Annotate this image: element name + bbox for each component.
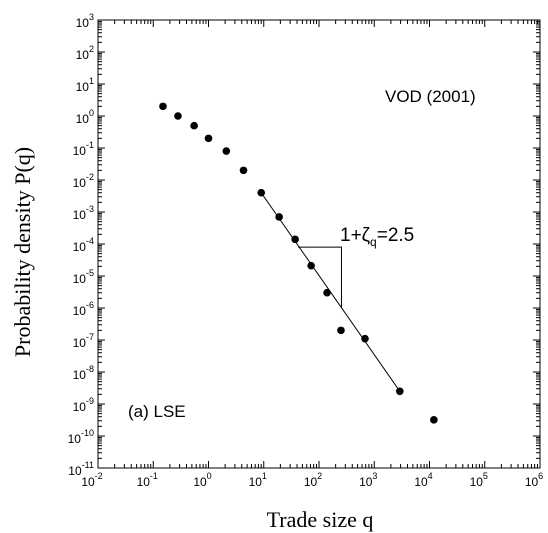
y-tick-label: 10-7 [73, 332, 94, 350]
slope-label-suffix: =2.5 [377, 225, 415, 246]
data-point [222, 147, 231, 155]
y-tick-label: 102 [76, 44, 94, 62]
data-point [291, 235, 299, 244]
y-axis-title: Probability density P(q) [10, 147, 35, 357]
y-tick-label: 10-11 [68, 460, 94, 478]
x-tick-label: 101 [249, 471, 267, 489]
x-tick-labels: 10-2 10-1 100 101 102 103 104 105 106 [81, 471, 543, 489]
x-tick-label: 103 [359, 471, 377, 489]
data-point [159, 102, 167, 111]
y-tick-label: 10-9 [73, 396, 94, 414]
data-point [174, 112, 182, 120]
x-tick-label: 105 [470, 471, 488, 489]
data-point [204, 134, 213, 143]
data-point [323, 288, 331, 297]
x-axis-title: Trade size q [267, 507, 374, 532]
data-points [159, 102, 438, 424]
data-point [361, 334, 369, 343]
panel-label: (a) LSE [128, 402, 186, 421]
slope-label-subscript: q [370, 235, 377, 249]
data-point [337, 326, 345, 335]
x-tick-label: 10-2 [81, 471, 102, 489]
slope-label: 1+ζq=2.5 [340, 225, 414, 249]
y-tick-label: 10-1 [73, 140, 94, 158]
y-tick-label: 10-10 [68, 428, 94, 446]
x-tick-label: 104 [414, 471, 432, 489]
data-point [239, 166, 248, 175]
data-point [190, 121, 198, 130]
slope-marker [298, 246, 342, 308]
y-tick-label: 10-4 [73, 236, 94, 254]
data-point [307, 261, 315, 270]
slope-label-prefix: 1+ζ [340, 225, 371, 246]
data-point [257, 188, 266, 197]
x-tick-label: 106 [525, 471, 543, 489]
data-point [395, 387, 404, 396]
y-tick-label: 103 [76, 12, 94, 30]
x-tick-label: 102 [304, 471, 322, 489]
y-tick-labels: 10-11 10-10 10-9 10-8 10-7 10-6 10-5 10-4 10-3 10… [68, 12, 94, 478]
y-tick-label: 10-3 [73, 204, 94, 222]
dataset-label: VOD (2001) [385, 87, 476, 106]
data-point [430, 416, 438, 424]
y-tick-label: 101 [76, 76, 94, 94]
y-tick-label: 10-8 [73, 364, 94, 382]
x-tick-label: 10-1 [137, 471, 158, 489]
y-tick-label: 10-5 [73, 268, 94, 286]
axis-ticks [97, 19, 541, 469]
x-tick-label: 100 [193, 471, 211, 489]
y-tick-label: 100 [76, 108, 94, 126]
y-tick-label: 10-2 [73, 172, 94, 190]
data-point [275, 213, 283, 221]
y-tick-label: 10-6 [73, 300, 94, 318]
